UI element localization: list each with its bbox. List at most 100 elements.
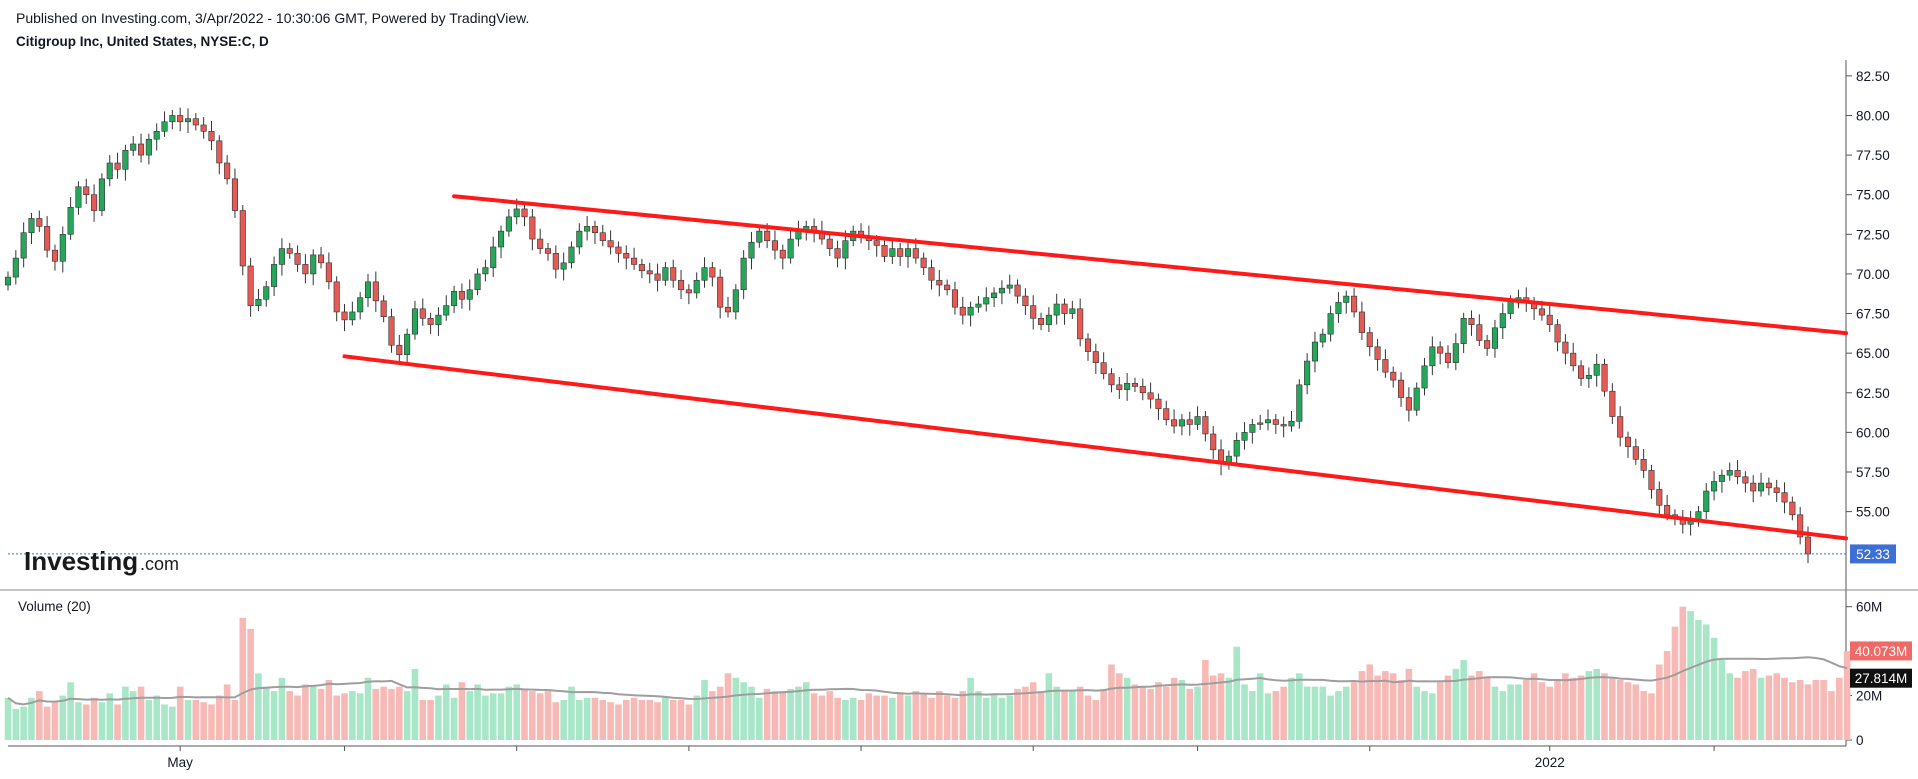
candle bbox=[349, 301, 356, 326]
volume-bar bbox=[1131, 684, 1139, 740]
volume-bar bbox=[1155, 682, 1162, 740]
volume-bar bbox=[1804, 684, 1812, 740]
volume-bar bbox=[1389, 673, 1397, 740]
volume-bar bbox=[309, 686, 317, 740]
volume-bar bbox=[936, 691, 943, 740]
candle bbox=[544, 243, 552, 261]
candle bbox=[638, 258, 645, 279]
volume-last-tag-text: 40.073M bbox=[1855, 644, 1908, 659]
candle bbox=[75, 181, 82, 215]
volume-bar bbox=[826, 691, 834, 740]
candle bbox=[1413, 382, 1420, 416]
candle bbox=[1554, 319, 1561, 352]
volume-bar bbox=[787, 688, 794, 740]
volume-bar bbox=[317, 688, 325, 740]
upper-channel-trendline[interactable] bbox=[452, 194, 1848, 336]
volume-bar bbox=[1718, 660, 1726, 740]
price-tick-label: 77.50 bbox=[1856, 148, 1890, 163]
volume-bar bbox=[560, 700, 567, 740]
volume-bar bbox=[810, 693, 818, 740]
candle bbox=[1726, 462, 1733, 481]
volume-bar bbox=[1554, 680, 1561, 740]
candle bbox=[490, 236, 497, 277]
volume-bar bbox=[1092, 700, 1100, 740]
volume-bar bbox=[1084, 695, 1092, 740]
volume-bar bbox=[1209, 675, 1217, 740]
candle bbox=[670, 259, 677, 288]
volume-bar bbox=[1429, 693, 1436, 740]
volume-bar bbox=[928, 697, 935, 740]
candle bbox=[1617, 406, 1624, 447]
volume-bar bbox=[630, 697, 638, 740]
candle bbox=[255, 288, 262, 312]
volume-bar bbox=[403, 691, 411, 740]
volume-bar bbox=[497, 693, 505, 740]
price-tick-label: 55.00 bbox=[1856, 505, 1890, 520]
candle bbox=[1624, 431, 1632, 458]
candle bbox=[443, 295, 450, 321]
candle bbox=[1053, 293, 1060, 325]
candle bbox=[1593, 353, 1600, 387]
candle bbox=[881, 237, 888, 263]
candle bbox=[302, 254, 309, 284]
volume-bar bbox=[1296, 673, 1303, 740]
volume-bar bbox=[1577, 675, 1585, 740]
volume-bar bbox=[521, 688, 528, 740]
volume-bar bbox=[1468, 675, 1475, 740]
candle bbox=[576, 223, 583, 255]
candle bbox=[678, 269, 685, 300]
candle bbox=[701, 257, 708, 288]
candle bbox=[1468, 310, 1475, 336]
volume-bar bbox=[802, 682, 810, 740]
candle bbox=[607, 230, 614, 255]
volume-bar bbox=[959, 691, 967, 740]
volume-bar bbox=[505, 686, 513, 740]
volume-bar bbox=[709, 691, 716, 740]
candle bbox=[1202, 410, 1209, 442]
volume-bar bbox=[552, 702, 560, 740]
volume-bar bbox=[1726, 673, 1734, 740]
candle bbox=[1022, 288, 1029, 315]
candle bbox=[1108, 368, 1115, 393]
price-tick-label: 70.00 bbox=[1856, 267, 1890, 282]
volume-bar bbox=[1116, 673, 1123, 740]
candle bbox=[404, 328, 411, 366]
price-tick-label: 62.50 bbox=[1856, 386, 1890, 401]
volume-bar bbox=[669, 700, 677, 740]
volume-bar bbox=[1037, 691, 1045, 740]
candle bbox=[1781, 482, 1788, 514]
volume-bar bbox=[176, 686, 184, 740]
volume-bar bbox=[1436, 682, 1444, 740]
candle bbox=[310, 249, 317, 286]
candle bbox=[1382, 349, 1389, 378]
volume-bar bbox=[12, 708, 20, 740]
lower-channel-trendline[interactable] bbox=[342, 354, 1848, 541]
volume-bar bbox=[1663, 651, 1671, 740]
volume-bar bbox=[1053, 686, 1060, 740]
volume-bar bbox=[1225, 677, 1233, 740]
candle bbox=[1758, 472, 1765, 497]
volume-bar bbox=[1139, 686, 1147, 740]
candle bbox=[498, 225, 505, 259]
volume-bar bbox=[67, 682, 74, 740]
volume-bar bbox=[1382, 671, 1389, 740]
candle bbox=[740, 250, 747, 300]
candle bbox=[482, 259, 489, 282]
volume-bar bbox=[161, 704, 168, 740]
volume-bar bbox=[1734, 677, 1741, 740]
candle bbox=[364, 273, 372, 308]
volume-bar bbox=[1679, 606, 1687, 740]
candle bbox=[654, 263, 661, 292]
candle bbox=[1351, 288, 1358, 318]
candle bbox=[106, 155, 113, 187]
candle bbox=[568, 241, 575, 269]
candle bbox=[560, 252, 567, 281]
candle bbox=[771, 230, 778, 260]
candle bbox=[1398, 372, 1405, 407]
volume-bar bbox=[912, 691, 920, 740]
candle bbox=[286, 243, 293, 259]
candle bbox=[732, 284, 739, 320]
volume-bar bbox=[349, 691, 356, 740]
candle bbox=[904, 240, 912, 268]
